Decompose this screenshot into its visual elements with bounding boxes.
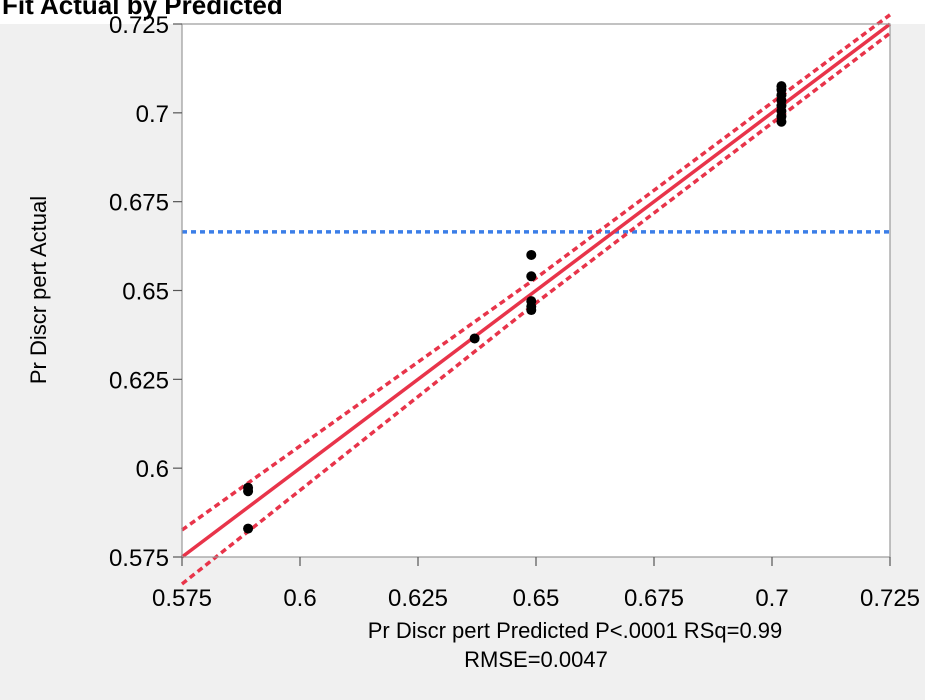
x-tick-label: 0.7 [755, 585, 788, 612]
page-title: Fit Actual by Predicted [2, 0, 283, 20]
x-axis-title-line2: RMSE=0.0047 [464, 647, 608, 672]
confidence-upper-line [180, 13, 892, 532]
x-tick-label: 0.65 [513, 585, 560, 612]
data-point [526, 271, 537, 282]
data-point [469, 333, 480, 344]
x-tick-label: 0.725 [860, 585, 920, 612]
data-point [243, 523, 254, 534]
x-axis-title: Pr Discr pert Predicted P<.0001 RSq=0.99 [368, 618, 783, 643]
x-tick-label: 0.625 [388, 585, 448, 612]
x-tick-label: 0.575 [152, 585, 212, 612]
x-tick-label: 0.675 [624, 585, 684, 612]
data-point [526, 305, 537, 316]
data-point [776, 116, 787, 127]
title-strip: Fit Actual by Predicted [0, 0, 925, 24]
y-tick-label: 0.625 [109, 367, 169, 394]
y-tick-label: 0.6 [136, 456, 169, 483]
fit-line [180, 22, 892, 559]
confidence-lower-line [180, 31, 892, 586]
data-point [243, 482, 254, 493]
y-tick-label: 0.725 [109, 12, 169, 39]
x-tick-label: 0.6 [283, 585, 316, 612]
y-tick-label: 0.675 [109, 190, 169, 217]
y-tick-label: 0.7 [136, 101, 169, 128]
y-axis-title: Pr Discr pert Actual [26, 196, 51, 384]
y-tick-label: 0.65 [122, 279, 169, 306]
data-point [526, 249, 537, 260]
y-tick-label: 0.575 [109, 545, 169, 572]
